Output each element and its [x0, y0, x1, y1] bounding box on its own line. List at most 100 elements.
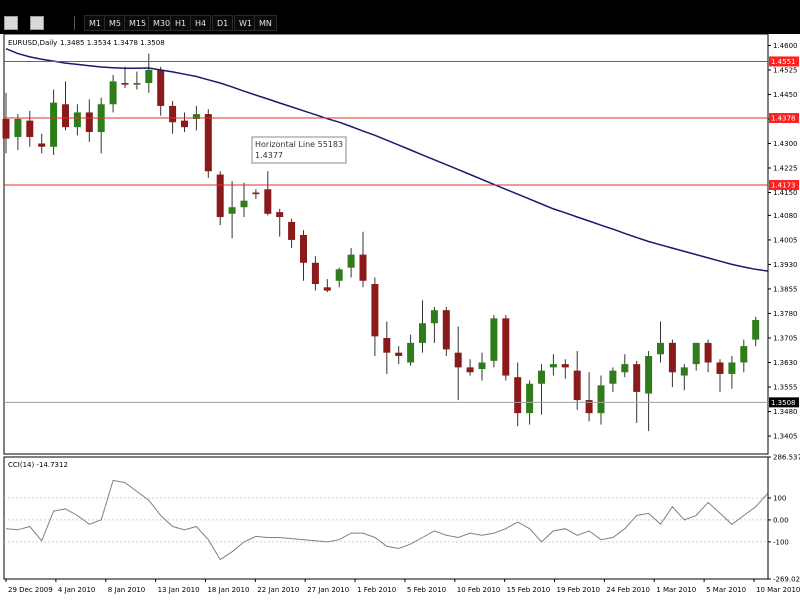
bull-candle	[478, 362, 486, 370]
price-tick-label: 1.3855	[773, 285, 798, 293]
price-tick-label: 1.3555	[773, 383, 798, 391]
timeframe-button-h4[interactable]: H4	[190, 15, 212, 31]
price-tick-label: 1.3630	[773, 359, 798, 367]
toolbar: M1 M5 M15 M30 H1 H4 D1 W1 MN	[0, 0, 800, 34]
date-tick-label: 8 Jan 2010	[108, 586, 146, 594]
cci-tick-label: 100	[773, 494, 786, 502]
bull-candle	[228, 207, 236, 214]
bull-candle	[728, 362, 736, 374]
bear-candle	[633, 364, 641, 392]
bear-candle	[62, 104, 69, 128]
bull-candle	[645, 355, 653, 394]
timeframe-button-m1[interactable]: M1	[84, 15, 106, 31]
cci-line	[5, 479, 768, 561]
ohlc-readout: 1.3485 1.3534 1.3478 1.3508	[60, 39, 165, 47]
date-tick-label: 19 Feb 2010	[557, 586, 601, 594]
bull-candle	[240, 200, 248, 208]
bear-candle	[466, 367, 474, 373]
bull-candle	[419, 323, 426, 343]
bear-candle	[311, 262, 319, 285]
draw-tools-icon[interactable]	[30, 16, 44, 30]
bear-candle	[276, 212, 284, 218]
bull-candle	[335, 269, 343, 281]
bear-candle	[121, 83, 129, 85]
bull-candle	[407, 342, 415, 363]
current-price-tag	[769, 397, 799, 408]
date-tick-label: 10 Feb 2010	[457, 586, 501, 594]
bull-candle	[549, 364, 557, 368]
bull-candle	[145, 69, 153, 84]
bear-candle	[38, 143, 46, 147]
date-tick-label: 10 Mar 2010	[756, 586, 800, 594]
price-tick-label: 1.4005	[773, 236, 798, 244]
bull-candle	[14, 118, 22, 137]
price-tick-label: 1.4150	[773, 189, 798, 197]
price-tick-label: 1.4225	[773, 165, 798, 173]
chart-type-icon[interactable]	[4, 16, 18, 30]
bull-candle	[490, 318, 498, 361]
date-tick-label: 1 Mar 2010	[656, 586, 696, 594]
bull-candle	[347, 254, 355, 268]
horizontal-line-price-tag	[769, 180, 799, 191]
bull-candle	[680, 367, 688, 376]
price-tick-label: 1.4300	[773, 140, 798, 148]
cci-panel-frame	[3, 456, 769, 580]
date-tick-label: 13 Jan 2010	[158, 586, 200, 594]
bear-candle	[383, 337, 391, 353]
chart-background	[0, 34, 800, 600]
chart-area[interactable]: 1.46001.45251.44501.43751.43001.42251.41…	[0, 34, 800, 600]
chart-svg[interactable]: 1.46001.45251.44501.43751.43001.42251.41…	[0, 34, 800, 600]
horizontal-line-price-label: 1.4173	[771, 182, 796, 190]
bear-candle	[502, 318, 510, 376]
bull-candle	[73, 112, 81, 128]
bear-candle	[454, 352, 462, 368]
bear-candle	[395, 352, 403, 356]
price-tick-label: 1.3405	[773, 433, 798, 441]
bear-candle	[371, 284, 379, 337]
date-tick-label: 24 Feb 2010	[606, 586, 650, 594]
symbol-label: EURUSD,Daily	[8, 39, 57, 47]
timeframe-button-m5[interactable]: M5	[104, 15, 126, 31]
date-tick-label: 5 Feb 2010	[407, 586, 446, 594]
bull-candle	[740, 346, 748, 363]
date-tick-label: 27 Jan 2010	[307, 586, 349, 594]
date-tick-label: 22 Jan 2010	[257, 586, 299, 594]
cci-title: CCI(14) -14.7312	[8, 461, 68, 469]
bear-candle	[300, 235, 307, 263]
bear-candle	[668, 342, 676, 373]
bull-candle	[538, 370, 545, 384]
bear-candle	[204, 114, 212, 172]
bear-candle	[264, 189, 272, 214]
bull-candle	[50, 102, 58, 147]
price-tick-label: 1.4525	[773, 66, 798, 74]
bear-candle	[288, 221, 296, 240]
cci-tick-label: -269.0249	[773, 576, 800, 584]
tooltip-value: 1.4377	[255, 151, 283, 160]
tooltip-title: Horizontal Line 55183	[255, 140, 343, 149]
horizontal-line-price-label: 1.4551	[771, 58, 796, 66]
price-tick-label: 1.4450	[773, 91, 798, 99]
bear-candle	[573, 370, 581, 401]
bear-candle	[157, 69, 165, 106]
bear-candle	[359, 254, 367, 281]
bull-candle	[133, 83, 141, 85]
bear-candle	[514, 377, 522, 414]
timeframe-button-d1[interactable]: D1	[212, 15, 234, 31]
toolbar-separator	[74, 16, 75, 30]
timeframe-button-mn[interactable]: MN	[254, 15, 277, 31]
date-tick-label: 29 Dec 2009	[8, 586, 53, 594]
bull-candle	[597, 385, 605, 414]
bull-candle	[621, 364, 629, 373]
bear-candle	[585, 400, 593, 414]
bear-candle	[704, 342, 712, 363]
price-tick-label: 1.3705	[773, 334, 798, 342]
timeframe-button-h1[interactable]: H1	[170, 15, 192, 31]
bull-candle	[109, 81, 117, 105]
bull-candle	[752, 319, 760, 340]
bear-candle	[2, 118, 10, 139]
date-tick-label: 5 Mar 2010	[706, 586, 746, 594]
price-tick-label: 1.3930	[773, 261, 798, 269]
price-tick-label: 1.3780	[773, 310, 798, 318]
date-tick-label: 15 Feb 2010	[507, 586, 551, 594]
bull-candle	[192, 114, 200, 119]
